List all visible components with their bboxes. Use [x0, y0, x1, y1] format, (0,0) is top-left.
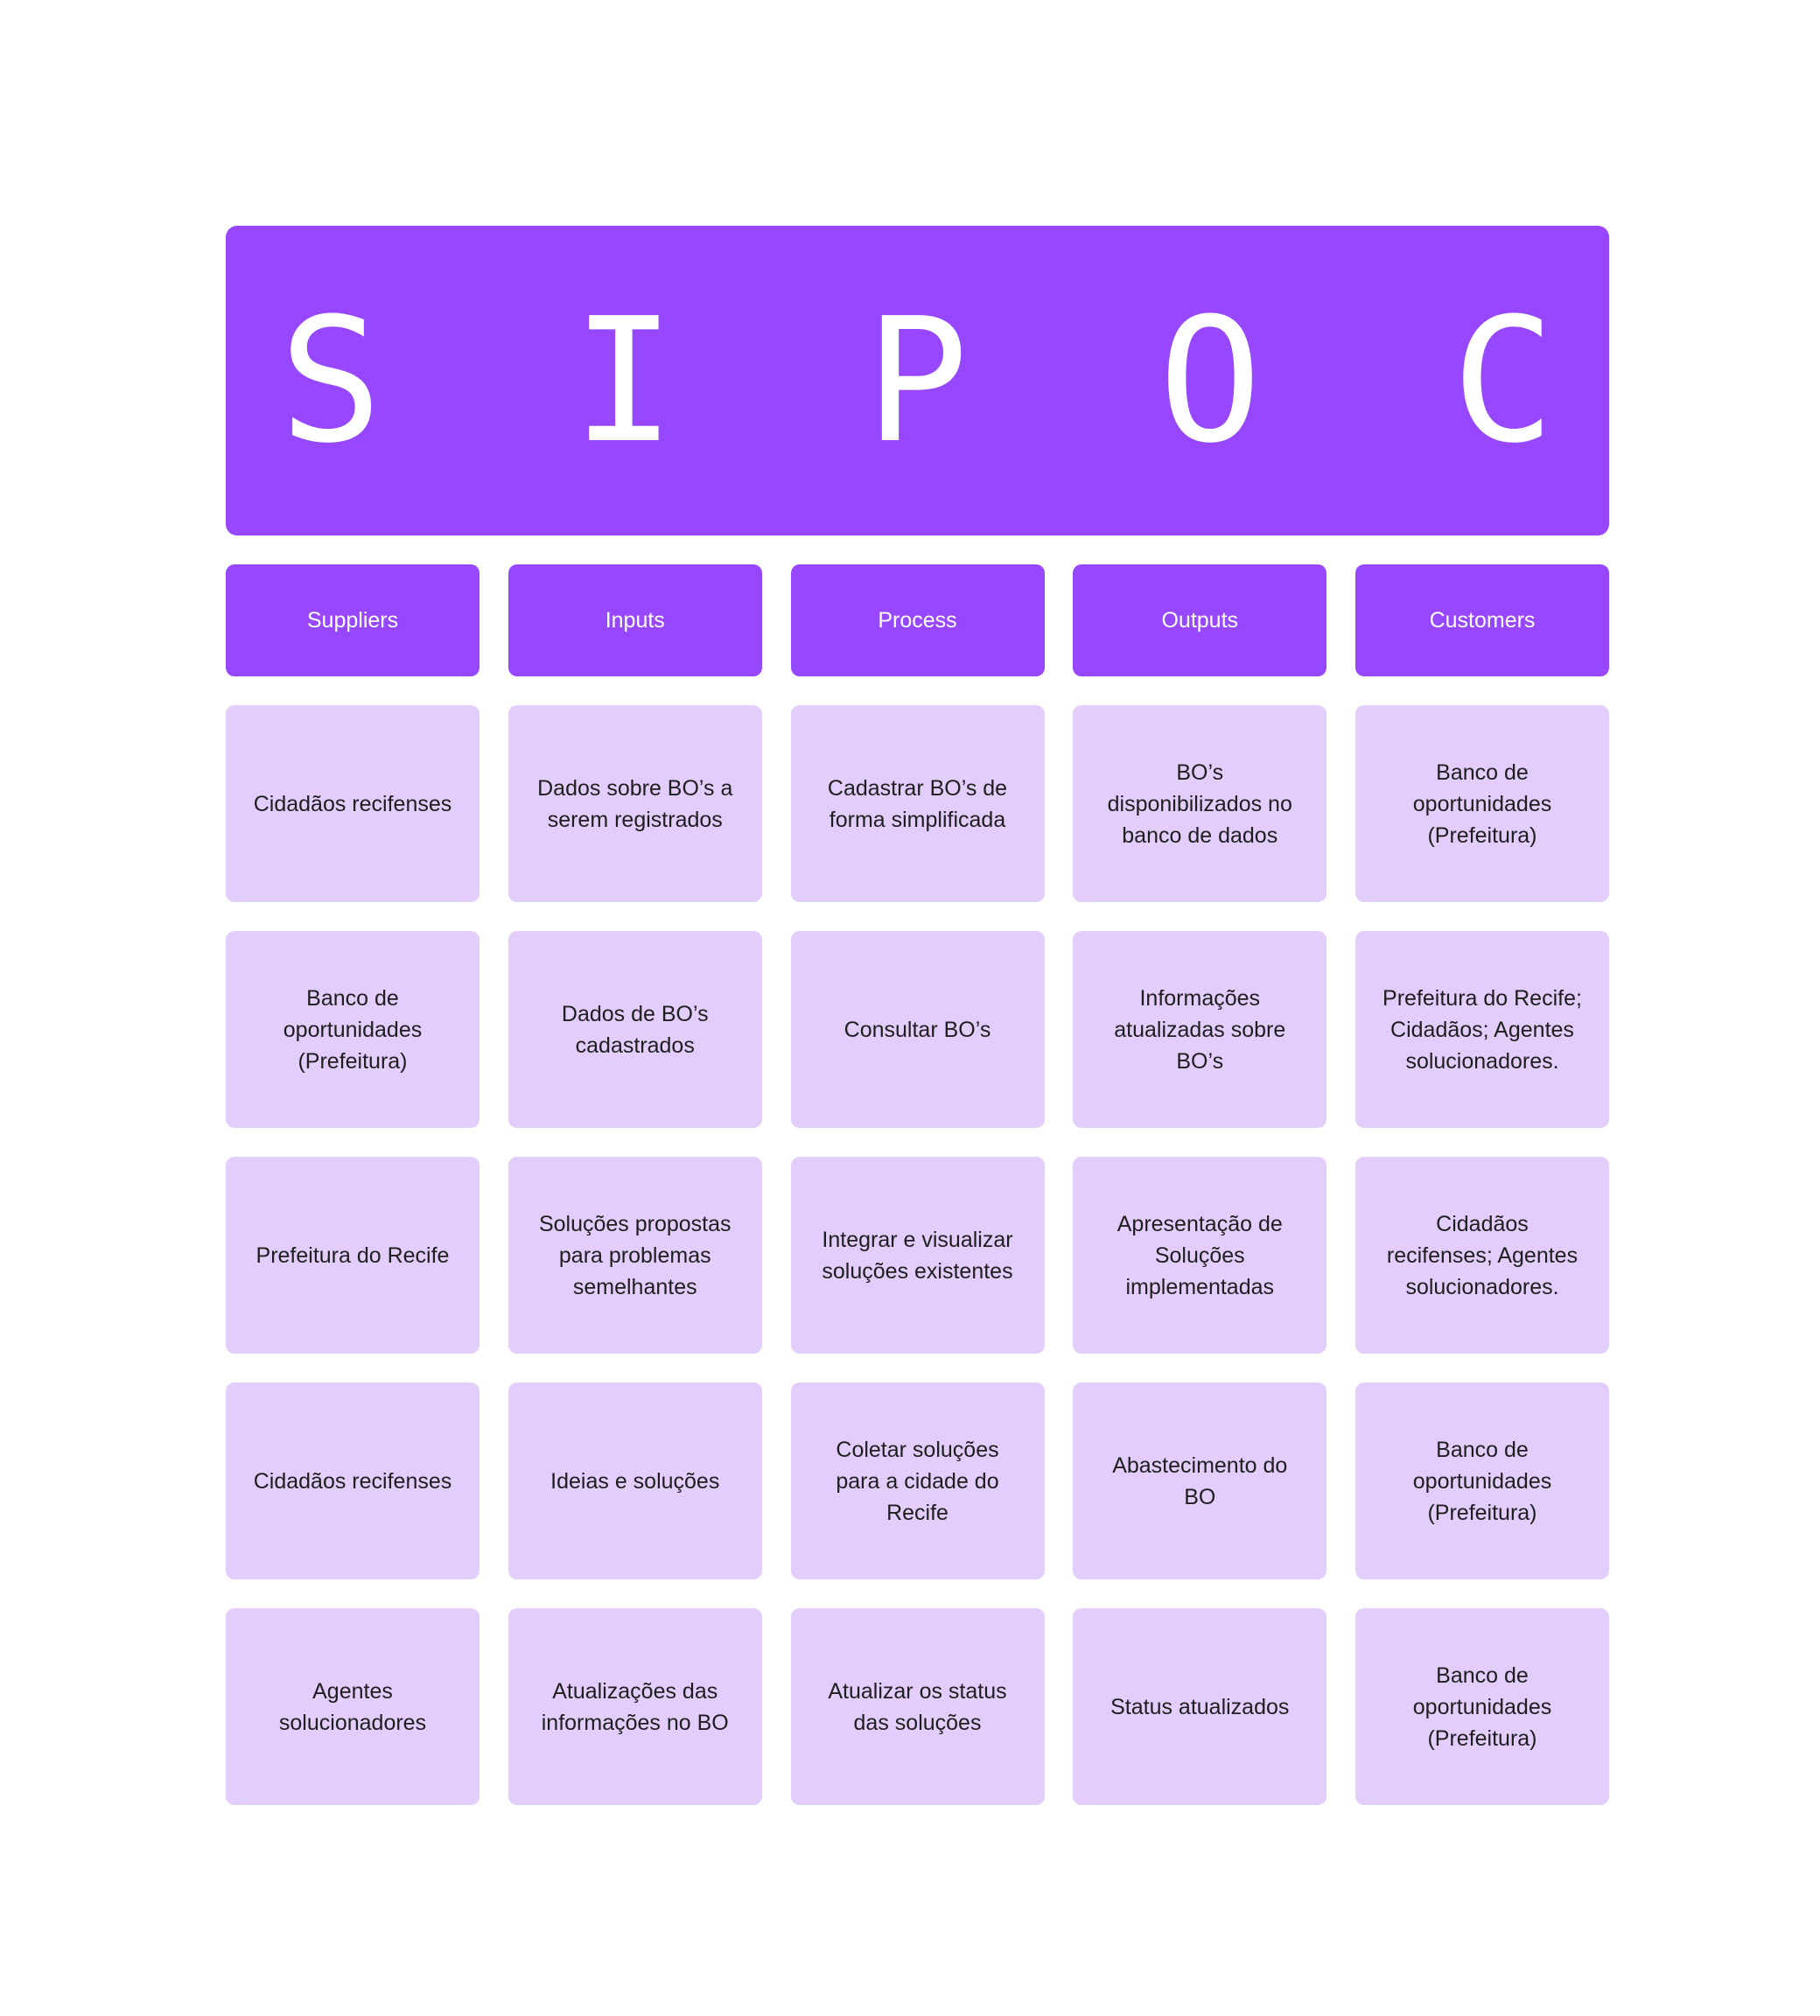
cell-input: Atualizações das informações no BO: [508, 1608, 762, 1805]
header-suppliers: Suppliers: [226, 564, 480, 676]
cell-process: Atualizar os status das soluções: [790, 1608, 1045, 1805]
banner-letter-i: I: [571, 282, 676, 481]
cell-customer: Banco de oportunidades (Prefeitura): [1355, 1608, 1609, 1805]
cell-process: Consultar BO’s: [790, 931, 1045, 1128]
cell-output: BO’s disponibilizados no banco de dados: [1073, 705, 1327, 902]
cell-input: Dados de BO’s cadastrados: [508, 931, 762, 1128]
cell-output: Informações atualizadas sobre BO’s: [1073, 931, 1327, 1128]
header-outputs: Outputs: [1073, 564, 1327, 676]
cell-customer: Cidadãos recifenses; Agentes solucionado…: [1355, 1157, 1609, 1354]
banner-letter-s: S: [278, 282, 382, 481]
cell-input: Dados sobre BO’s a serem registrados: [508, 705, 762, 902]
cell-customer: Prefeitura do Recife; Cidadãos; Agentes …: [1355, 931, 1609, 1128]
cell-supplier: Cidadãos recifenses: [226, 1382, 480, 1579]
banner-letter-c: C: [1451, 282, 1555, 481]
cell-customer: Banco de oportunidades (Prefeitura): [1355, 705, 1609, 902]
header-customers: Customers: [1355, 564, 1609, 676]
sipoc-banner: S I P O C: [226, 226, 1609, 536]
cell-supplier: Banco de oportunidades (Prefeitura): [226, 931, 480, 1128]
banner-letter-o: O: [1158, 282, 1262, 481]
cell-process: Coletar soluções para a cidade do Recife: [790, 1382, 1045, 1579]
cell-process: Integrar e visualizar soluções existente…: [790, 1157, 1045, 1354]
cell-output: Status atualizados: [1073, 1608, 1327, 1805]
column-headers: Suppliers Inputs Process Outputs Custome…: [226, 564, 1609, 676]
cell-supplier: Prefeitura do Recife: [226, 1157, 480, 1354]
cell-customer: Banco de oportunidades (Prefeitura): [1355, 1382, 1609, 1579]
banner-letter-p: P: [864, 282, 969, 481]
cell-output: Apresentação de Soluções implementadas: [1073, 1157, 1327, 1354]
header-inputs: Inputs: [508, 564, 762, 676]
sipoc-table: Cidadãos recifenses Dados sobre BO’s a s…: [226, 705, 1609, 1805]
cell-process: Cadastrar BO’s de forma simplificada: [790, 705, 1045, 902]
cell-supplier: Agentes solucionadores: [226, 1608, 480, 1805]
cell-input: Ideias e soluções: [508, 1382, 762, 1579]
cell-input: Soluções propostas para problemas semelh…: [508, 1157, 762, 1354]
cell-supplier: Cidadãos recifenses: [226, 705, 480, 902]
cell-output: Abastecimento do BO: [1073, 1382, 1327, 1579]
header-process: Process: [790, 564, 1045, 676]
